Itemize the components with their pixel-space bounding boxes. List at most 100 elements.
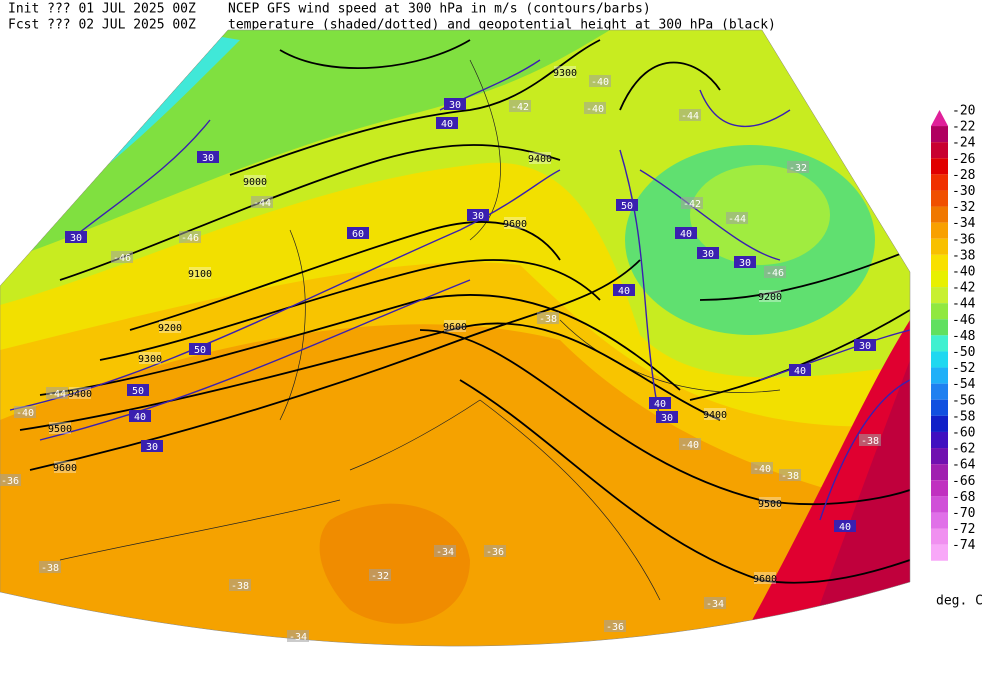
colorbar-box — [931, 190, 948, 207]
colorbar-box — [931, 351, 948, 368]
temp-label: -32 — [371, 571, 389, 582]
temp-label: -34 — [706, 599, 724, 610]
temp-label: -36 — [606, 622, 624, 633]
temp-label: -40 — [16, 408, 34, 419]
title-line-1: NCEP GFS wind speed at 300 hPa in m/s (c… — [228, 2, 651, 17]
temp-label-bg — [179, 231, 201, 243]
height-label: 9000 — [243, 177, 267, 188]
colorbar-label: -38 — [952, 248, 975, 263]
colorbar-label: -22 — [952, 120, 975, 135]
colorbar-label: -46 — [952, 313, 975, 328]
temp-label: -44 — [681, 111, 699, 122]
colorbar-box — [931, 254, 948, 271]
colorbar-label: -42 — [952, 281, 975, 296]
colorbar-box — [931, 544, 948, 561]
temp-label-bg — [779, 469, 801, 481]
wind-label: 50 — [621, 201, 633, 212]
colorbar-label: -70 — [952, 506, 975, 521]
height-label-bg — [69, 387, 91, 399]
colorbar-label: -40 — [952, 264, 975, 279]
height-label: 9300 — [553, 68, 577, 79]
temp-label-bg — [484, 545, 506, 557]
shade-warm — [319, 503, 470, 624]
borders — [59, 59, 781, 601]
temp-label-bg — [751, 462, 773, 474]
temp-label-bg — [287, 630, 309, 642]
colorbar-box — [931, 142, 948, 159]
wind-label-bg — [467, 209, 489, 221]
wind-label: 50 — [132, 386, 144, 397]
colorbar-box — [931, 206, 948, 223]
temp-label: -42 — [511, 102, 529, 113]
height-label: 9400 — [528, 154, 552, 165]
wind-label-bg — [347, 227, 369, 239]
colorbar-box — [931, 319, 948, 336]
height-label: 9400 — [703, 410, 727, 421]
height-label-bg — [189, 267, 211, 279]
temp-label-bg — [0, 474, 21, 486]
wind-contours — [9, 59, 910, 521]
init-label: Init ??? 01 JUL 2025 00Z — [8, 2, 196, 17]
temp-label: -42 — [683, 199, 701, 210]
height-label: 9500 — [758, 499, 782, 510]
wind-label-bg — [697, 247, 719, 259]
wind-label-bg — [141, 440, 163, 452]
height-label: 9600 — [503, 219, 527, 230]
colorbar-box — [931, 270, 948, 288]
temp-label: -44 — [728, 214, 746, 225]
colorbar-box — [931, 303, 948, 320]
colorbar-label: -30 — [952, 184, 975, 199]
height-label: 9200 — [758, 292, 782, 303]
wind-label-bg — [444, 98, 466, 110]
colorbar-label: -28 — [952, 168, 975, 183]
colorbar-label: -64 — [952, 458, 976, 473]
temp-label-bg — [704, 597, 726, 609]
temp-label-bg — [679, 109, 701, 121]
temp-label: -40 — [586, 104, 604, 115]
wind-label-bg — [613, 284, 635, 296]
wind-label: 40 — [680, 229, 692, 240]
temp-label-bg — [14, 406, 36, 418]
height-label-bg — [704, 408, 726, 420]
wind-label: 60 — [352, 229, 364, 240]
temp-label-bg — [764, 266, 786, 278]
height-label: 9200 — [158, 323, 182, 334]
colorbar-label: -34 — [952, 216, 976, 231]
wind-label: 30 — [661, 413, 673, 424]
temp-label-bg — [589, 75, 611, 87]
height-label-bg — [759, 290, 781, 302]
colorbar-box — [931, 335, 948, 352]
wind-label: 40 — [618, 286, 630, 297]
temp-label-bg — [679, 438, 701, 450]
temp-label: -38 — [41, 563, 59, 574]
colorbar-box — [931, 383, 948, 400]
colorbar-box — [931, 448, 948, 465]
wind-label-bg — [789, 364, 811, 376]
height-label-bg — [759, 497, 781, 509]
wind-label-bg — [436, 117, 458, 129]
colorbar-label: -58 — [952, 409, 975, 424]
height-label-bg — [754, 572, 776, 584]
colorbar-box — [931, 174, 948, 191]
wind-label-bg — [675, 227, 697, 239]
height-label: 9600 — [443, 322, 467, 333]
colorbar-label: -32 — [952, 200, 975, 215]
wind-label: 40 — [839, 522, 851, 533]
colorbar-box — [931, 512, 948, 529]
temp-label: -46 — [181, 233, 199, 244]
wind-label-bg — [649, 397, 671, 409]
colorbar-label: -36 — [952, 232, 975, 247]
map-frame — [0, 29, 911, 647]
height-label-bg — [444, 320, 466, 332]
colorbar-unit: deg. C — [936, 594, 983, 609]
temp-label-bg — [434, 545, 456, 557]
colorbar-arrow — [931, 109, 948, 127]
temp-label-bg — [229, 579, 251, 591]
colorbar: -20-22-24-26-28-30-32-34-36-38-40-42-44-… — [931, 103, 976, 561]
height-label-bg — [54, 461, 76, 473]
colorbar-label: -26 — [952, 152, 975, 167]
temp-label-bg — [604, 620, 626, 632]
wind-label: 50 — [194, 345, 206, 356]
wind-label-bg — [65, 231, 87, 243]
colorbar-label: -60 — [952, 425, 975, 440]
